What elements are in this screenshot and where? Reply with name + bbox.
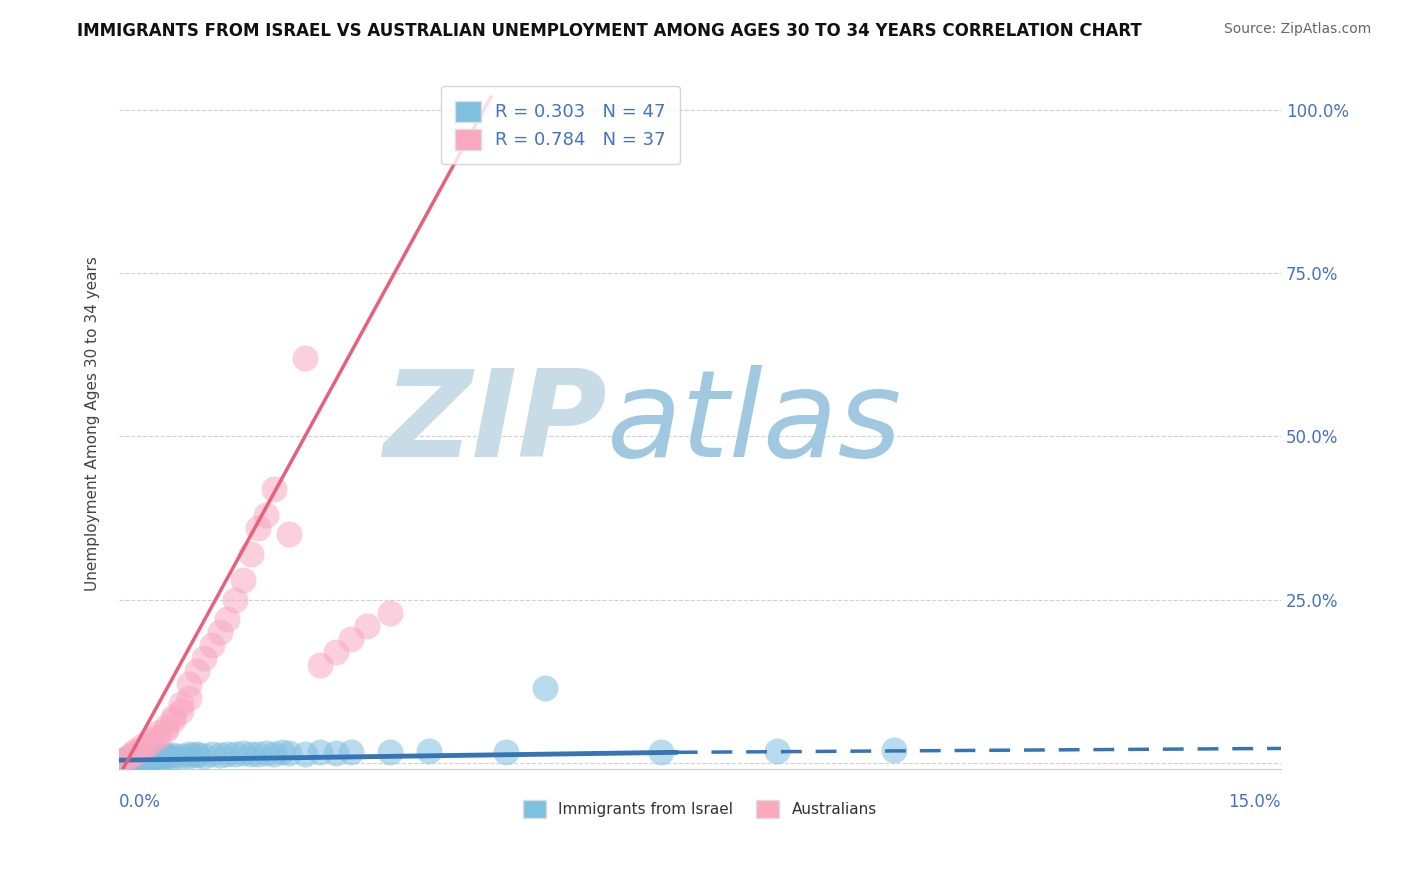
Text: 15.0%: 15.0% [1229,793,1281,812]
Point [115,752,138,766]
Point [193,748,215,763]
Point [208,625,231,640]
Point [309,745,332,759]
Point [883,743,905,757]
Point [162,714,184,728]
Point [340,632,363,646]
Point [146,748,169,763]
Point [217,612,239,626]
Point [131,742,153,756]
Point [120,752,142,766]
Point [115,750,138,764]
Point [217,747,239,761]
Point [146,730,169,744]
Point [177,677,200,691]
Point [170,704,193,718]
Text: IMMIGRANTS FROM ISRAEL VS AUSTRALIAN UNEMPLOYMENT AMONG AGES 30 TO 34 YEARS CORR: IMMIGRANTS FROM ISRAEL VS AUSTRALIAN UNE… [77,22,1142,40]
Legend: Immigrants from Israel, Australians: Immigrants from Israel, Australians [517,794,883,824]
Point [124,751,146,765]
Point [193,651,215,665]
Point [177,749,200,764]
Point [162,750,184,764]
Point [232,746,254,760]
Point [155,720,177,734]
Point [263,747,285,761]
Point [177,690,200,705]
Point [111,752,134,766]
Point [162,747,184,762]
Point [155,723,177,738]
Point [278,527,301,541]
Text: atlas: atlas [607,365,903,482]
Y-axis label: Unemployment Among Ages 30 to 34 years: Unemployment Among Ages 30 to 34 years [86,256,100,591]
Point [177,747,200,762]
Point [201,638,224,652]
Point [309,657,332,672]
Point [201,747,224,762]
Point [208,747,231,762]
Point [247,521,270,535]
Point [150,750,173,764]
Point [131,751,153,765]
Point [534,681,557,695]
Point [766,744,789,758]
Point [139,749,162,764]
Point [186,747,208,761]
Point [139,733,162,747]
Point [239,547,262,561]
Point [127,752,149,766]
Point [418,744,440,758]
Point [294,747,316,761]
Point [142,751,165,765]
Point [155,747,177,762]
Point [170,748,193,763]
Point [239,747,262,761]
Point [146,750,169,764]
Text: ZIP: ZIP [384,365,607,482]
Point [111,752,134,766]
Point [224,592,246,607]
Point [146,726,169,740]
Point [495,745,517,759]
Text: 0.0%: 0.0% [120,793,160,812]
Point [650,745,672,759]
Point [263,482,285,496]
Point [124,746,146,760]
Point [139,736,162,750]
Point [120,747,142,762]
Point [254,746,277,760]
Point [186,665,208,679]
Point [278,746,301,760]
Point [270,745,292,759]
Point [139,750,162,764]
Point [254,508,277,522]
Point [356,618,378,632]
Point [325,746,347,760]
Point [325,645,347,659]
Point [131,739,153,754]
Point [294,351,316,365]
Text: Source: ZipAtlas.com: Source: ZipAtlas.com [1223,22,1371,37]
Point [247,747,270,762]
Point [378,745,401,759]
Point [131,750,153,764]
Point [186,747,208,762]
Point [170,697,193,711]
Point [124,744,146,758]
Point [162,710,184,724]
Point [232,573,254,587]
Point [378,606,401,620]
Point [124,750,146,764]
Point [135,752,157,766]
Point [340,745,363,759]
Point [155,749,177,764]
Point [224,747,246,762]
